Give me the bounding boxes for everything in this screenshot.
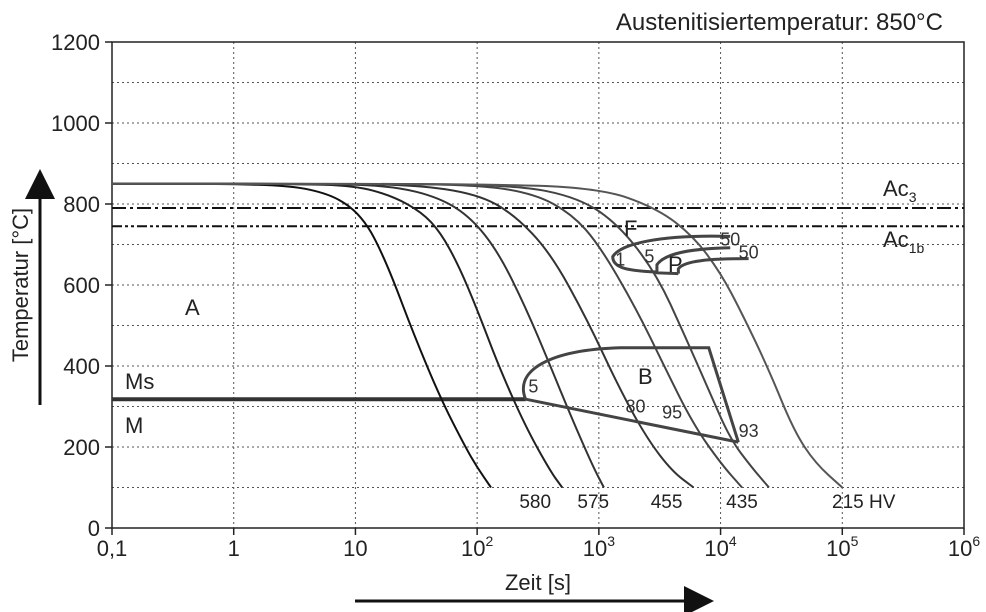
y-tick-label: 1200 <box>51 30 100 55</box>
cooling-curve <box>112 182 492 489</box>
phase-percent-label: 5 <box>644 247 654 267</box>
y-tick-label: 1000 <box>51 111 100 136</box>
chart-title: Austenitisiertemperatur: 850°C <box>616 9 943 36</box>
y-tick-label: 800 <box>63 192 100 217</box>
cooling-curve <box>112 182 743 489</box>
phase-percent-label: 93 <box>739 421 759 441</box>
bainite-start-curve <box>522 346 740 443</box>
x-tick-label: 102 <box>461 533 493 561</box>
x-tick-label: 10 <box>343 536 367 561</box>
x-tick-label: 105 <box>826 533 858 561</box>
y-tick-label: 200 <box>63 435 100 460</box>
region-label-bainite: B <box>638 364 653 389</box>
hardness-label: 455 <box>651 492 683 513</box>
hardness-label: 575 <box>577 492 609 513</box>
ac1b-label: Ac1b <box>883 227 924 256</box>
region-label-ferrite: F <box>624 216 637 241</box>
x-tick-label: 106 <box>948 533 980 561</box>
hardness-label: 580 <box>519 492 551 513</box>
y-tick-label: 0 <box>88 516 100 541</box>
region-label-pearlite: P <box>668 252 683 277</box>
pearlite-end-curve <box>676 257 749 274</box>
cooling-curve <box>112 182 605 488</box>
phase-percent-label: 80 <box>625 397 645 417</box>
phase-percent-label: 50 <box>739 243 759 263</box>
phase-percent-label: 95 <box>662 403 682 423</box>
y-tick-labels: 0 200 400 600 800 1000 1200 <box>51 30 100 541</box>
region-label-austenite: A <box>185 295 200 320</box>
reference-lines: Ac3 Ac1b Ms <box>112 176 964 402</box>
pearlite-start-curve <box>655 246 731 276</box>
hardness-label: 215 HV <box>832 492 896 513</box>
x-tick-label: 0,1 <box>97 536 128 561</box>
phase-percent-label: 5 <box>528 376 538 396</box>
cooling-curve <box>112 182 770 489</box>
grid <box>112 42 964 528</box>
cooling-curves <box>112 182 843 489</box>
x-tick-label: 103 <box>583 533 615 561</box>
bainite-end-curve <box>525 397 739 444</box>
y-tick-label: 400 <box>63 354 100 379</box>
ms-label: Ms <box>125 369 154 394</box>
cooling-curve <box>112 182 695 489</box>
phase-percent-label: 1 <box>615 250 625 270</box>
x-axis-label: Zeit [s] <box>505 570 571 595</box>
y-axis-label: Temperatur [°C] <box>8 208 33 362</box>
region-label-martensite: M <box>125 413 143 438</box>
transformation-boundaries <box>522 234 749 444</box>
ferrite-start-curve <box>611 234 731 274</box>
x-tick-label: 1 <box>228 536 240 561</box>
axis-ticks <box>105 41 965 535</box>
y-tick-label: 600 <box>63 273 100 298</box>
cooling-curve <box>112 182 843 489</box>
x-tick-label: 104 <box>704 533 736 561</box>
hardness-label: 435 <box>726 492 758 513</box>
phase-percent-label: 50 <box>720 229 740 249</box>
x-tick-labels: 0,1 1 10 102 103 104 105 106 <box>97 533 981 561</box>
cooling-curve <box>112 182 564 489</box>
ac3-label: Ac3 <box>883 176 917 205</box>
